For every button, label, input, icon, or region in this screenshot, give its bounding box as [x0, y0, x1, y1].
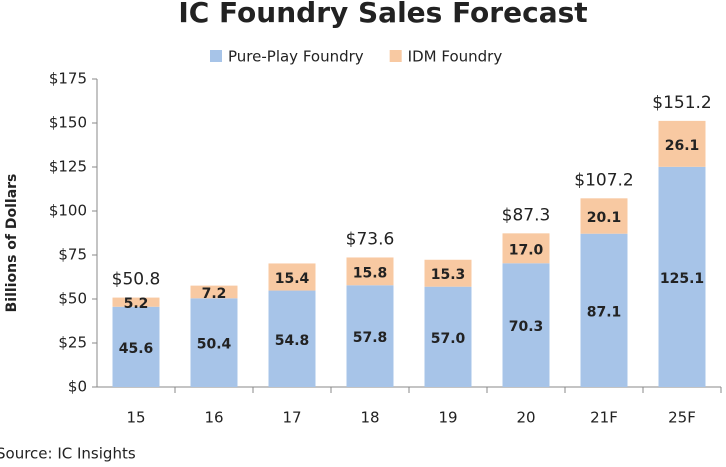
y-tick-label: $0 — [68, 378, 87, 396]
value-label: 57.0 — [431, 331, 466, 347]
bar-segment — [658, 120, 706, 167]
source: Source: IC Insights — [0, 445, 136, 463]
value-label: 15.4 — [275, 271, 310, 287]
y-tick-label: $75 — [58, 246, 87, 264]
bar-segment — [424, 286, 472, 387]
x-tick-label: 19 — [438, 409, 457, 427]
bar-segment — [268, 290, 316, 387]
legend-label: IDM Foundry — [408, 48, 503, 66]
bar-segment — [580, 198, 628, 234]
bar-segment — [580, 233, 628, 387]
value-label: 57.8 — [353, 330, 388, 346]
bar-segment — [346, 285, 394, 387]
y-tick-label: $100 — [49, 202, 87, 220]
legend-swatch — [210, 50, 222, 62]
value-label: 125.1 — [660, 271, 704, 287]
value-label: 50.4 — [197, 337, 232, 353]
value-label: 20.1 — [587, 210, 622, 226]
bar-segment — [424, 259, 472, 287]
bar-segment — [502, 233, 550, 264]
value-label: 45.6 — [119, 341, 154, 357]
bar-segment — [112, 297, 160, 307]
x-tick-label: 25F — [668, 409, 696, 427]
bar-segment — [658, 166, 706, 387]
x-tick-label: 16 — [204, 409, 223, 427]
x-tick-label: 21F — [590, 409, 618, 427]
bar-segment — [346, 257, 394, 286]
x-tick-label: 17 — [282, 409, 301, 427]
y-tick-label: $125 — [49, 158, 87, 176]
bar-segment — [502, 263, 550, 387]
value-label: 87.1 — [587, 304, 622, 320]
y-tick-label: $25 — [58, 334, 87, 352]
y-axis-label: Billions of Dollars — [4, 174, 20, 313]
value-label: 15.3 — [431, 267, 466, 283]
value-label: 70.3 — [509, 319, 544, 335]
value-label: 26.1 — [665, 138, 700, 154]
total-label: $151.2 — [652, 93, 711, 113]
value-label: 17.0 — [509, 242, 544, 258]
total-label: $73.6 — [346, 229, 395, 249]
total-label: $107.2 — [574, 170, 633, 190]
total-label: $50.8 — [112, 270, 161, 290]
y-tick-label: $50 — [58, 290, 87, 308]
y-tick-label: $175 — [49, 70, 87, 88]
value-label: 7.2 — [202, 286, 227, 302]
x-tick-label: 15 — [126, 409, 145, 427]
x-tick-label: 20 — [516, 409, 535, 427]
legend-swatch — [389, 50, 402, 62]
chart-title: IC Foundry Sales Forecast — [178, 0, 587, 29]
bar-segment — [268, 263, 316, 291]
value-label: 15.8 — [353, 265, 388, 281]
value-label: 54.8 — [275, 333, 310, 349]
value-label: 5.2 — [124, 296, 149, 312]
legend-label: Pure-Play Foundry — [228, 48, 364, 66]
x-tick-label: 18 — [360, 409, 379, 427]
bar-segment — [190, 298, 238, 387]
total-label: $87.3 — [502, 205, 551, 225]
y-tick-label: $150 — [49, 114, 87, 132]
bar-segment — [112, 306, 160, 387]
bar-segment — [190, 285, 238, 299]
